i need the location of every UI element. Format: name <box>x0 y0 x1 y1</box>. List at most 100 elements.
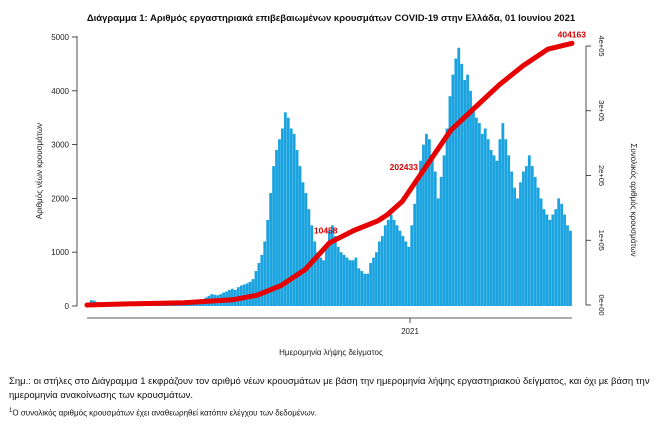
bar <box>448 96 452 307</box>
bar <box>292 133 296 306</box>
bar <box>304 193 308 306</box>
footnote-marker: 1 <box>9 408 13 414</box>
x-axis-label: Ημερομηνία λήψης δείγματος <box>279 348 383 357</box>
bar <box>501 123 505 306</box>
bar <box>530 166 534 306</box>
bar <box>472 106 475 306</box>
bar <box>348 260 352 306</box>
bar <box>519 182 522 306</box>
bar <box>283 112 287 306</box>
chart-title: Διάγραμμα 1: Αριθμός εργαστηριακά επιβεβ… <box>87 13 576 24</box>
bar <box>351 260 355 306</box>
footnote-text: Ο συνολικός αριθμός κρουσμάτων έχει αναθ… <box>12 408 317 418</box>
bar <box>360 271 364 306</box>
y-axis-label: Αριθμός νέων κρουσμάτων <box>35 123 44 219</box>
bar <box>542 209 546 306</box>
bar <box>398 230 402 306</box>
bar <box>454 58 458 306</box>
bar <box>492 155 496 306</box>
bar <box>298 166 302 306</box>
bar <box>566 225 569 306</box>
bar <box>463 80 467 306</box>
bar <box>457 47 461 306</box>
bar <box>263 241 267 306</box>
line-annotation: 10458 <box>314 225 338 235</box>
bar <box>322 260 325 306</box>
bar <box>433 171 437 306</box>
bar <box>328 230 331 306</box>
bar <box>395 225 399 306</box>
y-tick-label: 4000 <box>51 87 69 96</box>
bar <box>313 241 317 306</box>
bar <box>439 176 443 306</box>
bar <box>269 193 273 306</box>
bar <box>416 182 419 306</box>
bar <box>354 257 358 306</box>
cumulative-line-path <box>84 40 575 308</box>
bar <box>369 262 372 306</box>
bar <box>330 225 334 306</box>
y-right-tick-label: 4e+05 <box>597 35 606 56</box>
bar <box>251 279 255 306</box>
bar <box>522 171 525 306</box>
bar <box>319 257 322 306</box>
bar <box>286 117 290 306</box>
bar <box>301 182 305 306</box>
bar <box>345 257 349 306</box>
bar <box>357 268 361 306</box>
bar <box>427 139 431 306</box>
bar <box>483 128 487 306</box>
bar <box>392 219 396 306</box>
bar <box>527 155 531 306</box>
line-annotation: 202433 <box>390 162 419 172</box>
bar <box>539 198 543 306</box>
bar <box>389 214 393 306</box>
bar <box>436 198 440 306</box>
bar <box>498 139 502 306</box>
bar <box>524 166 528 306</box>
bar <box>289 128 293 306</box>
bar <box>342 254 346 306</box>
bar <box>466 74 469 306</box>
bar <box>486 139 490 306</box>
bar <box>545 214 549 306</box>
bar-series <box>87 47 572 307</box>
left-y-ticks: 0 1000 2000 3000 4000 5000 <box>51 33 77 311</box>
bar <box>563 214 566 306</box>
bar <box>451 74 455 306</box>
bar <box>272 166 275 306</box>
bar <box>469 90 472 306</box>
bar <box>295 149 299 306</box>
bar <box>375 252 378 306</box>
bar <box>404 241 408 306</box>
bar <box>336 246 340 306</box>
bar <box>407 246 411 306</box>
bar <box>569 230 572 306</box>
y-right-tick-label: 1e+05 <box>597 230 606 251</box>
bar <box>386 219 390 306</box>
y-tick-label: 0 <box>65 302 70 311</box>
bar <box>475 117 478 306</box>
bar <box>363 273 367 306</box>
bar <box>445 128 449 306</box>
bar <box>380 236 384 306</box>
bar <box>442 155 446 306</box>
bar <box>430 155 434 306</box>
bar <box>480 133 484 306</box>
bar <box>378 241 381 306</box>
right-y-ticks: 0e+00 1e+05 2e+05 3e+05 4e+05 <box>586 35 606 316</box>
bar <box>560 203 564 306</box>
bar <box>422 144 425 306</box>
footnote: 1Ο συνολικός αριθμός κρουσμάτων έχει ανα… <box>9 408 654 418</box>
y-tick-label: 5000 <box>51 33 69 42</box>
bar <box>275 149 278 306</box>
y-right-tick-label: 3e+05 <box>597 100 606 121</box>
bar <box>325 246 328 306</box>
bar <box>333 236 337 306</box>
bar <box>257 262 261 306</box>
bar <box>383 225 387 306</box>
bar <box>401 236 405 306</box>
bar <box>548 219 552 306</box>
bar <box>260 254 264 306</box>
y-right-tick-label: 2e+05 <box>597 165 606 186</box>
